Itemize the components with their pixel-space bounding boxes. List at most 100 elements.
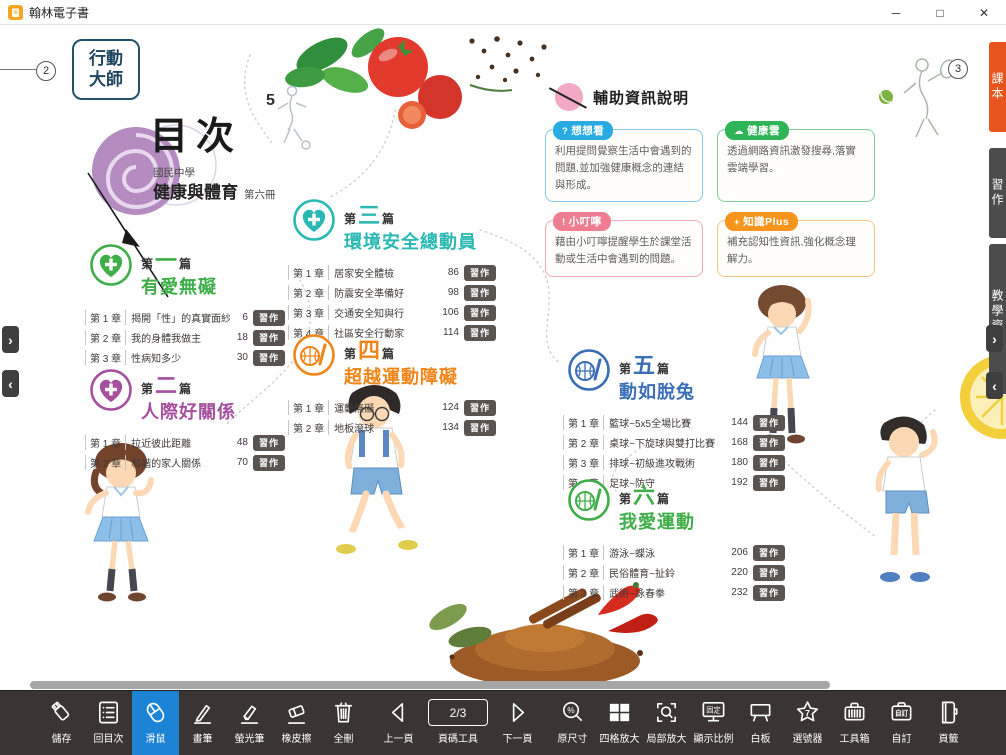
chapter-row[interactable]: 第 3 章 性病知多少 30 習作 xyxy=(85,348,285,367)
chapter-row[interactable]: 第 3 章 交通安全知與行 106 習作 xyxy=(288,303,496,322)
left-panel-expand-button[interactable]: › xyxy=(2,326,19,353)
workbook-badge[interactable]: 習作 xyxy=(463,264,496,281)
toolbar-partial-zoom-button[interactable]: 局部放大 xyxy=(643,691,690,755)
workbook-badge[interactable]: 習作 xyxy=(252,454,285,471)
workbook-badge[interactable]: 習作 xyxy=(752,434,785,451)
chapter-row[interactable]: 第 1 章 運動無礙 124 習作 xyxy=(288,398,496,417)
workbook-badge[interactable]: 習作 xyxy=(252,329,285,346)
section-header[interactable]: 第一篇 有愛無礙 xyxy=(141,243,285,299)
chapter-row[interactable]: 第 2 章 民俗體育~扯鈴 220 習作 xyxy=(563,563,785,582)
toolbar-eraser-button[interactable]: 橡皮擦 xyxy=(273,691,320,755)
window-title: 翰林電子書 xyxy=(29,5,90,20)
chapter-row[interactable]: 第 2 章 防震安全準備好 98 習作 xyxy=(288,283,496,302)
section-header[interactable]: 第三篇 環境安全總動員 xyxy=(344,198,496,254)
chapter-row[interactable]: 第 3 章 排球~初級進攻戰術 180 習作 xyxy=(563,453,785,472)
toolbar-whiteboard-button[interactable]: 白板 xyxy=(737,691,784,755)
chapter-row[interactable]: 第 2 章 我的身體我做主 18 習作 xyxy=(85,328,285,347)
chapter-row[interactable]: 第 1 章 籃球~5x5全場比賽 144 習作 xyxy=(563,413,785,432)
toolbar-label: 滑鼠 xyxy=(145,734,166,745)
chapter-number: 第 1 章 xyxy=(288,400,330,415)
workbook-badge[interactable]: 習作 xyxy=(252,349,285,366)
toolbar-custom-button[interactable]: 自訂 自訂 xyxy=(878,691,925,755)
workbook-badge[interactable]: 習作 xyxy=(752,454,785,471)
workbook-badge[interactable]: 習作 xyxy=(752,544,785,561)
toolbar-back-to-toc-button[interactable]: 回目次 xyxy=(85,691,132,755)
chapter-row[interactable]: 第 1 章 揭開「性」的真實面紗 6 習作 xyxy=(85,308,285,327)
subject-title: 健康與體育 第六冊 xyxy=(153,178,276,203)
page-indicator[interactable]: 2/3 xyxy=(428,699,488,726)
toolbar-display-ratio-button[interactable]: 固定 顯示比例 xyxy=(690,691,737,755)
toolbar-label: 橡皮擦 xyxy=(281,734,312,745)
section-header[interactable]: 第二篇 人際好關係 xyxy=(141,368,285,424)
toolbar-toolbox-button[interactable]: 工具箱 xyxy=(831,691,878,755)
toolbar-number-picker-button[interactable]: 7 選號器 xyxy=(784,691,831,755)
info-box-health-cloud: ☁ 健康雲 透過網路資訊激發搜尋,落實雲端學習。 xyxy=(717,121,875,203)
tab-textbook[interactable]: 課本 xyxy=(989,42,1006,132)
section-header[interactable]: 第六篇 我愛運動 xyxy=(619,478,785,534)
toolbar-delete-all-button[interactable]: 全刪 xyxy=(320,691,367,755)
monitor-fixed-icon: 固定 xyxy=(702,702,725,722)
svg-text:7: 7 xyxy=(805,708,810,718)
close-button[interactable]: ✕ xyxy=(978,5,990,20)
workbook-badge[interactable]: 習作 xyxy=(252,434,285,451)
chapter-row[interactable]: 第 3 章 武術~詠春拳 232 習作 xyxy=(563,583,785,602)
chapter-title: 游泳~蝶泳 xyxy=(609,549,655,560)
workbook-badge[interactable]: 習作 xyxy=(463,419,496,436)
toolbar-pen-button[interactable]: 畫筆 xyxy=(179,691,226,755)
workbook-badge[interactable]: 習作 xyxy=(752,414,785,431)
workbook-badge[interactable]: 習作 xyxy=(463,399,496,416)
workbook-badge[interactable]: 習作 xyxy=(463,304,496,321)
toolbar-highlighter-button[interactable]: 螢光筆 xyxy=(226,691,273,755)
toolbar-prev-page-button[interactable]: 上一頁 xyxy=(375,691,422,755)
left-panel-collapse-button[interactable]: ‹ xyxy=(2,370,19,397)
chapter-title: 籃球~5x5全場比賽 xyxy=(609,419,692,430)
toolbar-save-button[interactable]: 儲存 xyxy=(38,691,85,755)
chapter-row[interactable]: 第 2 章 地板滾球 134 習作 xyxy=(288,418,496,437)
section-suffix: 篇 xyxy=(382,212,395,226)
chapter-row[interactable]: 第 1 章 拉近彼此距離 48 習作 xyxy=(85,433,285,452)
workbook-badge[interactable]: 習作 xyxy=(752,564,785,581)
chapter-number: 第 1 章 xyxy=(563,415,605,430)
right-panel-collapse-button[interactable]: ‹ xyxy=(986,372,1003,399)
chapter-number: 第 3 章 xyxy=(563,585,605,600)
toc-section-2: 第二篇 人際好關係 第 1 章 拉近彼此距離 48 習作 第 2 章 和諧的家人… xyxy=(85,368,285,473)
chevron-left-icon: ‹ xyxy=(8,375,13,392)
toolbar-label: 原尺寸 xyxy=(557,734,588,745)
info-box-think: ? 想想看 利用提問覺察生活中會遇到的問題,並加強健康概念的連結與形成。 xyxy=(545,121,703,203)
chapter-title: 性病知多少 xyxy=(131,354,182,365)
toolbar-page-number-tool[interactable]: 2/3 頁碼工具 xyxy=(422,691,494,755)
chapter-row[interactable]: 第 1 章 居家安全體檢 86 習作 xyxy=(288,263,496,282)
chapter-row[interactable]: 第 2 章 和諧的家人關係 70 習作 xyxy=(85,453,285,472)
tennis-ball-icon xyxy=(879,90,893,104)
toolbar-original-size-button[interactable]: % 原尺寸 xyxy=(549,691,596,755)
chapter-number: 第 2 章 xyxy=(288,420,330,435)
toolbar-next-page-button[interactable]: 下一頁 xyxy=(494,691,541,755)
toc-list-icon xyxy=(99,701,118,724)
info-box-knowledge-plus: + 知識Plus 補充認知性資訊,強化概念理解力。 xyxy=(717,212,875,277)
minimize-button[interactable]: ─ xyxy=(891,5,901,20)
chapter-row[interactable]: 第 2 章 桌球~下旋球與雙打比賽 168 習作 xyxy=(563,433,785,452)
workbook-badge[interactable]: 習作 xyxy=(463,284,496,301)
chapter-row[interactable]: 第 1 章 游泳~蝶泳 206 習作 xyxy=(563,543,785,562)
tab-workbook[interactable]: 習作 xyxy=(989,148,1006,238)
right-panel-expand-button[interactable]: › xyxy=(986,325,1003,352)
toolbar-mouse-button[interactable]: 滑鼠 xyxy=(132,691,179,755)
section-header[interactable]: 第四篇 超越運動障礙 xyxy=(344,333,496,389)
workbook-badge[interactable]: 習作 xyxy=(752,474,785,491)
eraser-icon xyxy=(287,705,306,724)
chapter-number: 第 2 章 xyxy=(563,565,605,580)
workbook-badge[interactable]: 習作 xyxy=(752,584,785,601)
chapter-list: 第 1 章 運動無礙 124 習作 第 2 章 地板滾球 134 習作 xyxy=(288,398,496,437)
marker-two: 2 xyxy=(36,61,56,81)
toolbar-page-tab-button[interactable]: 頁籤 xyxy=(925,691,972,755)
toolbar-label: 頁碼工具 xyxy=(438,734,478,745)
sports-ball-icon xyxy=(568,349,610,391)
chapter-title: 武術~詠春拳 xyxy=(609,589,665,600)
horizontal-scrollbar[interactable] xyxy=(30,681,830,689)
toolbar-four-grid-zoom-button[interactable]: 四格放大 xyxy=(596,691,643,755)
chapter-number: 第 1 章 xyxy=(288,265,330,280)
workbook-badge[interactable]: 習作 xyxy=(252,309,285,326)
maximize-button[interactable]: □ xyxy=(936,5,944,20)
section-header[interactable]: 第五篇 動如脫兔 xyxy=(619,348,785,404)
